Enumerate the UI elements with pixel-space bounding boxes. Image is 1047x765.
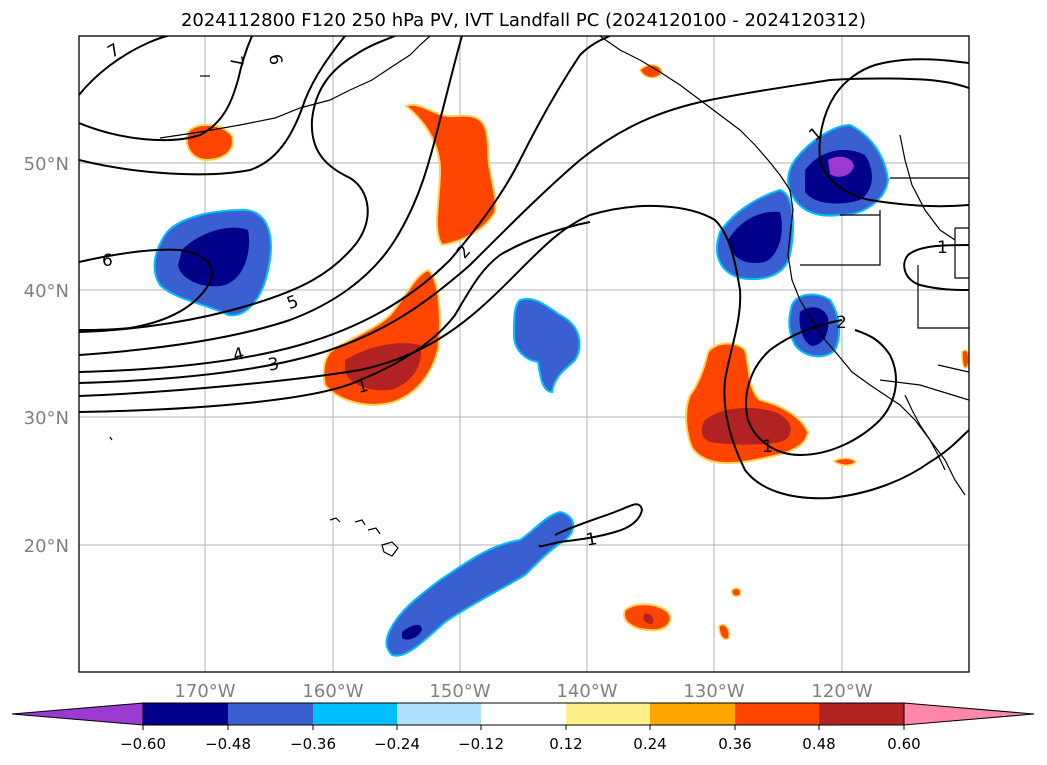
colorbar-segment [397,703,481,725]
contour-label: 2 [836,313,847,333]
colorbar-tick: −0.48 [205,735,251,753]
colorbar-tick: 0.24 [633,735,666,753]
latitude-labels: 50°N 40°N 30°N 20°N [24,154,69,557]
contour-label: 7 [225,55,247,69]
colorbar-tick: 0.48 [802,735,835,753]
colorbar-segment [735,703,819,725]
lat-label-40n: 40°N [24,281,69,302]
contour-label: 5 [284,292,301,314]
contour-label: 1 [762,437,773,457]
positive-anomaly-california [685,342,810,465]
contour-label: 6 [264,53,286,67]
colorbar-extend-low [11,702,144,726]
positive-anomaly-nw [185,124,234,162]
colorbar-extend-high [903,702,1035,726]
positive-anomaly-south-2 [718,624,730,640]
colorbar-segment [313,703,397,725]
colorbar-tick: −0.36 [290,735,336,753]
colorbar-segment [566,703,650,725]
contour-label: 3 [267,354,281,376]
colorbar-tick: 0.36 [718,735,751,753]
positive-anomaly-south-3 [731,587,742,597]
map-area: 7 7 6 6 5 4 3 2 1 1 1 1 2 1 [79,36,969,672]
positive-anomaly-alaska [639,64,663,79]
lat-label-50n: 50°N [24,154,69,175]
lon-label-170w: 170°W [174,681,235,702]
positive-anomaly-edge [961,349,969,369]
colorbar: −0.60 −0.48 −0.36 −0.24 −0.12 0.12 0.24 … [11,702,1035,753]
contour-label: 1 [937,238,948,258]
coastlines [159,36,969,496]
positive-anomaly-gulf [404,103,497,247]
contour-label: 4 [231,344,247,366]
islands [109,75,399,557]
contour-label: 7 [104,40,123,63]
lon-label-140w: 140°W [556,681,617,702]
contour-label: 1 [355,376,371,398]
colorbar-segment [143,703,228,725]
lat-label-20n: 20°N [24,536,69,557]
colorbar-tick: 0.60 [887,735,920,753]
pv-contours [79,36,969,548]
lon-label-160w: 160°W [302,681,363,702]
lon-label-120w: 120°W [811,681,872,702]
map-title: 2024112800 F120 250 hPa PV, IVT Landfall… [180,10,867,31]
lat-label-30n: 30°N [24,408,69,429]
colorbar-tick: −0.24 [374,735,420,753]
positive-anomaly-south-4 [832,457,858,466]
colorbar-segment [819,703,904,725]
colorbar-tick: 0.12 [549,735,582,753]
contour-label: 2 [453,242,475,263]
lon-label-150w: 150°W [429,681,490,702]
contour-label: 6 [102,251,113,271]
colorbar-segment [481,703,566,725]
contour-label: 1 [585,529,599,551]
colorbar-tick: −0.60 [120,735,166,753]
colorbar-tick: −0.12 [458,735,504,753]
map-frame [78,35,970,673]
negative-anomaly-mid [512,298,581,394]
longitude-labels: 170°W 160°W 150°W 140°W 130°W 120°W [174,681,872,702]
colorbar-segment [228,703,313,725]
colorbar-ticks: −0.60 −0.48 −0.36 −0.24 −0.12 0.12 0.24 … [120,735,921,753]
colorbar-segment [650,703,735,725]
lon-label-130w: 130°W [683,681,744,702]
negative-anomaly-band [385,510,575,657]
